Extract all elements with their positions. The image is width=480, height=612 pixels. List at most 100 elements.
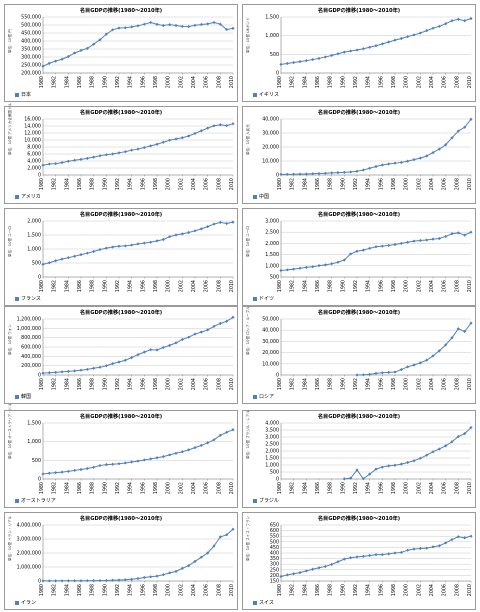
x-tick-label: 1996	[378, 178, 384, 190]
y-tick-label: 1,500	[27, 421, 41, 427]
data-point	[374, 467, 378, 471]
x-tick-label: 1982	[52, 76, 58, 88]
data-point	[130, 460, 134, 464]
x-tick-label: 1982	[52, 378, 58, 390]
data-point	[142, 350, 146, 354]
x-tick-label: 2006	[204, 178, 210, 190]
y-tick-label: 600,000	[21, 345, 41, 351]
data-point	[437, 24, 441, 28]
data-point	[374, 245, 378, 249]
data-point	[193, 446, 197, 450]
y-tick-label: 800,000	[21, 335, 41, 341]
x-tick-label: 2008	[454, 584, 460, 596]
y-tick-label: 0	[38, 173, 41, 179]
data-point	[469, 16, 473, 21]
x-tick-label: 2006	[442, 76, 448, 88]
data-point	[193, 23, 197, 27]
x-tick-label: 2008	[454, 378, 460, 390]
x-tick-label: 2000	[404, 76, 410, 88]
data-point	[98, 247, 102, 252]
y-tick-label: 3,000,000	[17, 537, 41, 543]
y-tick-label: 400	[270, 551, 279, 557]
data-point	[161, 455, 165, 459]
data-point	[47, 162, 51, 166]
x-tick-label: 1996	[378, 584, 384, 596]
chart-title: 名目GDPの推移(1980〜2010年)	[317, 414, 401, 420]
x-tick-label: 2000	[404, 378, 410, 390]
x-tick-label: 2000	[404, 482, 410, 494]
data-point	[437, 544, 441, 548]
data-point	[292, 172, 296, 176]
x-tick-label: 1988	[90, 76, 96, 88]
x-tick-label: 1986	[315, 584, 321, 596]
data-point	[399, 241, 403, 245]
x-tick-label: 1992	[353, 178, 359, 190]
x-tick-label: 1998	[391, 378, 397, 390]
x-tick-label: 1992	[353, 482, 359, 494]
data-point	[399, 160, 403, 165]
data-point	[406, 548, 410, 552]
x-tick-label: 1984	[302, 378, 308, 390]
data-point	[323, 564, 327, 569]
data-point	[311, 567, 315, 571]
data-point	[380, 42, 384, 46]
series-line	[42, 316, 234, 374]
chart-title: 名目GDPの推移(1980〜2010年)	[79, 110, 163, 116]
x-tick-label: 1996	[378, 280, 384, 292]
data-point	[180, 450, 184, 454]
data-point	[47, 471, 51, 475]
data-point	[92, 465, 96, 469]
data-point	[212, 324, 216, 328]
x-tick-label: 2004	[429, 482, 435, 494]
legend-label: ドイツ	[259, 296, 275, 302]
x-tick-label: 2010	[467, 280, 473, 292]
y-tick-label: 0	[38, 477, 41, 483]
legend: アメリカ	[15, 193, 41, 200]
data-point	[206, 22, 210, 26]
data-point	[231, 26, 235, 30]
data-point	[66, 369, 70, 373]
data-point	[98, 38, 102, 42]
y-tick-label: 12,000	[24, 131, 41, 137]
data-point	[212, 544, 216, 548]
x-tick-label: 1994	[128, 378, 134, 390]
data-point	[136, 459, 140, 463]
data-point	[336, 52, 340, 56]
data-point	[469, 425, 473, 430]
legend: ロシア	[253, 393, 274, 400]
data-point	[317, 56, 321, 61]
y-tick-label: 4,000	[265, 421, 279, 427]
x-tick-label: 1982	[290, 280, 296, 292]
y-tick-label: 0	[276, 477, 279, 483]
x-tick-label: 1984	[64, 178, 70, 190]
y-tick-label: 150	[270, 579, 279, 585]
chart-svg: 1,200,000 1,000,000 800,000 600,000 400,000 2…	[17, 315, 235, 390]
series-line	[42, 429, 234, 475]
y-tick-label: 500,000	[21, 23, 41, 29]
data-point	[168, 343, 172, 347]
y-tick-label: 1,000	[265, 33, 279, 39]
data-point	[279, 574, 283, 579]
data-point	[279, 62, 283, 67]
data-point	[174, 23, 178, 28]
data-point	[136, 576, 140, 581]
data-point	[155, 142, 159, 146]
legend-swatch	[15, 296, 19, 301]
x-tick-label: 2006	[204, 584, 210, 596]
data-point	[85, 466, 89, 471]
data-point	[361, 47, 365, 51]
x-tick-label: 2006	[442, 378, 448, 390]
x-tick-label: 2008	[454, 178, 460, 190]
data-point	[393, 242, 397, 247]
data-point	[387, 40, 391, 44]
y-tick-label: 600	[270, 528, 279, 534]
data-point	[469, 534, 473, 538]
x-tick-label: 1982	[52, 178, 58, 190]
data-point	[336, 260, 340, 264]
data-point	[412, 363, 416, 367]
data-point	[136, 147, 140, 151]
data-point	[104, 463, 108, 467]
data-point	[104, 246, 108, 250]
x-tick-label: 1986	[77, 178, 83, 190]
